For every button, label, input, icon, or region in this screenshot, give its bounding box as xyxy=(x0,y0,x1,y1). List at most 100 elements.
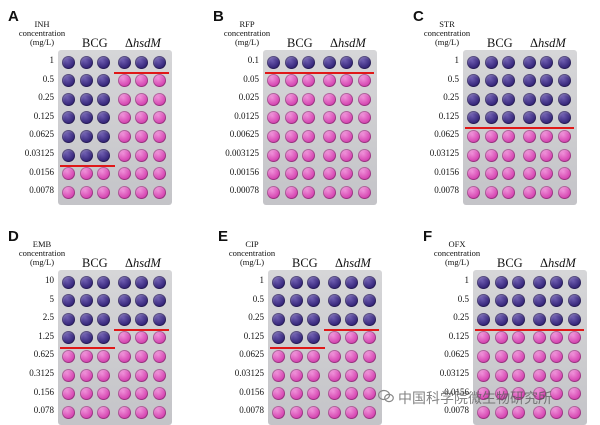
concentration-label: 0.125 xyxy=(438,110,459,121)
mutant-well xyxy=(117,349,131,363)
mutant-well xyxy=(117,294,131,308)
mutant-well xyxy=(532,331,546,345)
bcg-well xyxy=(62,129,75,143)
antibiotic-caption: EMB concentration (mg/L) xyxy=(18,239,66,267)
concentration-label: 0.0156 xyxy=(444,386,469,397)
mutant-well xyxy=(357,111,371,125)
mutant-well xyxy=(152,55,166,69)
bcg-well xyxy=(284,129,298,143)
mutant-well xyxy=(550,275,563,289)
mutant-well xyxy=(117,331,131,345)
concentration-label: 0.078 xyxy=(33,405,54,416)
concentration-label: 0.0156 xyxy=(239,386,264,397)
bcg-well xyxy=(512,275,525,289)
bcg-well xyxy=(307,368,320,382)
bcg-well xyxy=(502,92,515,106)
bcg-well xyxy=(79,74,93,88)
bcg-well xyxy=(512,349,525,363)
mutant-well xyxy=(117,129,131,143)
bcg-well xyxy=(307,275,320,289)
bcg-well xyxy=(467,55,480,69)
bcg-well xyxy=(467,92,480,106)
concentration-label: 1 xyxy=(259,275,265,285)
bcg-well xyxy=(79,148,93,162)
bcg-well xyxy=(267,129,280,143)
bcg-well xyxy=(267,148,280,162)
bcg-well xyxy=(272,294,285,308)
cutoff-line-mutant xyxy=(114,328,169,331)
mutant-well xyxy=(135,74,148,88)
bcg-well xyxy=(62,55,75,69)
mutant-well xyxy=(362,405,376,419)
mutant-well xyxy=(532,349,546,363)
mutant-well xyxy=(322,92,336,106)
bcg-well xyxy=(284,111,298,125)
bcg-well xyxy=(512,312,525,326)
concentration-label: 0.25 xyxy=(453,312,469,323)
bcg-well xyxy=(272,331,285,345)
bcg-well xyxy=(477,405,490,419)
mutant-well xyxy=(152,111,166,125)
mutant-well xyxy=(345,349,358,363)
concentration-label: 0.0078 xyxy=(29,185,54,196)
mutant-well xyxy=(362,368,376,382)
bcg-well xyxy=(307,294,320,308)
bcg-well xyxy=(477,349,490,363)
mutant-well xyxy=(327,349,341,363)
watermark-text: 中国科学院微生物研究所 xyxy=(398,391,552,407)
mutant-well xyxy=(327,368,341,382)
bcg-well xyxy=(62,111,75,125)
mutant-well xyxy=(522,111,536,125)
concentration-label: 0.5 xyxy=(252,293,264,304)
bcg-well xyxy=(494,405,508,419)
concentration-label: 0.003125 xyxy=(225,148,259,158)
mutant-well xyxy=(557,129,571,143)
mutant-well xyxy=(540,92,553,106)
mutant-well xyxy=(135,185,148,199)
bcg-well xyxy=(97,275,110,289)
mutant-well xyxy=(540,167,553,181)
concentration-label: 0.125 xyxy=(33,110,54,121)
delta-symbol: Δ xyxy=(125,256,134,270)
mutant-well xyxy=(550,405,563,419)
bcg-well xyxy=(494,275,508,289)
mutant-well xyxy=(322,167,336,181)
concentration-label: 0.0625 xyxy=(444,349,469,360)
delta-symbol: Δ xyxy=(540,256,549,270)
cutoff-line-bcg xyxy=(265,71,320,74)
mutant-well xyxy=(557,167,571,181)
mutant-well xyxy=(362,387,376,401)
bcg-well xyxy=(477,294,490,308)
bcg-well xyxy=(267,74,280,88)
bcg-well xyxy=(302,185,315,199)
bcg-well xyxy=(502,167,515,181)
bcg-well xyxy=(62,167,75,181)
bcg-well xyxy=(302,129,315,143)
mutant-well xyxy=(117,185,131,199)
bcg-well xyxy=(467,185,480,199)
mutant-well xyxy=(327,312,341,326)
mutant-well xyxy=(540,111,553,125)
bcg-well xyxy=(484,129,498,143)
bcg-well xyxy=(284,185,298,199)
bcg-well xyxy=(97,92,110,106)
bcg-well xyxy=(79,275,93,289)
bcg-well xyxy=(62,185,75,199)
mutant-well xyxy=(117,92,131,106)
bcg-well xyxy=(484,185,498,199)
bcg-well xyxy=(494,312,508,326)
panel-label: C xyxy=(413,8,424,25)
bcg-well xyxy=(484,92,498,106)
mutant-well xyxy=(340,167,353,181)
cutoff-line-mutant xyxy=(319,71,374,74)
bcg-well xyxy=(484,55,498,69)
mutant-well xyxy=(152,148,166,162)
concentration-label: 1.25 xyxy=(38,330,54,341)
concentration-label: 0.125 xyxy=(243,330,264,341)
concentration-label: 10 xyxy=(45,275,54,285)
bcg-well xyxy=(284,148,298,162)
concentration-label: 0.00078 xyxy=(229,185,259,196)
bcg-well xyxy=(62,294,75,308)
concentration-label: 0.00156 xyxy=(229,166,259,177)
antibiotic-caption: RFP concentration (mg/L) xyxy=(223,19,271,47)
